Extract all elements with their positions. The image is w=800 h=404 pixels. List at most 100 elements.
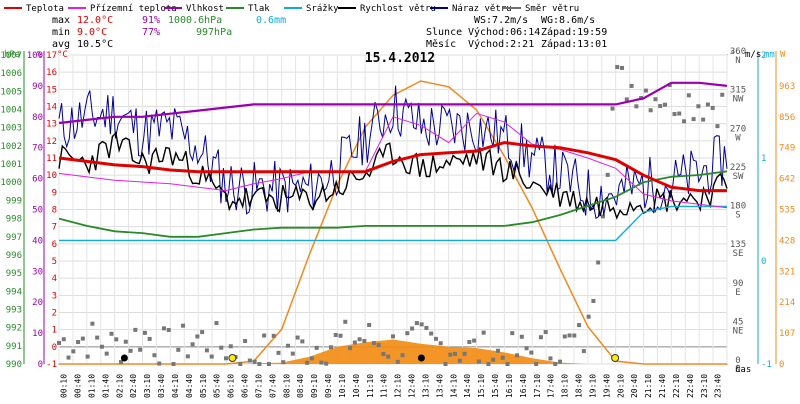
- wind-direction-point: [247, 358, 252, 363]
- wind-direction-point: [195, 334, 200, 339]
- wind-direction-point: [715, 124, 720, 129]
- axis-direction-dir: NW: [733, 95, 744, 105]
- axis-direction-deg: 225: [730, 163, 746, 173]
- axis-x-tick: 12:40: [408, 374, 417, 398]
- axis-x-tick: 11:10: [366, 374, 375, 398]
- axis-direction-dir: NE: [733, 326, 744, 336]
- wind-direction-point: [457, 358, 462, 363]
- axes: hPa9909919929939949959969979989991000100…: [0, 47, 795, 398]
- wind-direction-point: [161, 326, 166, 331]
- wind-direction-point: [491, 357, 496, 362]
- stats-avg-label: avg: [52, 39, 70, 50]
- wind-direction-point: [200, 330, 205, 335]
- wind-direction-point: [410, 326, 415, 331]
- wind-direction-point: [142, 330, 147, 335]
- wind-direction-point: [262, 333, 267, 338]
- wind-direction-point: [543, 330, 548, 335]
- legend-label-rychlost: Rychlost větru: [360, 4, 436, 14]
- wind-direction-point: [252, 359, 257, 364]
- wind-direction-point: [677, 111, 682, 116]
- axis-x-tick: 18:10: [561, 374, 570, 398]
- wind-direction-point: [119, 360, 124, 365]
- axis-direction-dir: N: [735, 365, 740, 375]
- wind-direction-point: [348, 346, 353, 351]
- axis-hpa-tick: 993: [6, 305, 22, 315]
- wind-direction-point: [438, 341, 443, 346]
- series-line-srazky: [59, 205, 727, 242]
- wind-direction-point: [405, 331, 410, 336]
- axis-ms-tick: 1: [761, 154, 766, 164]
- stats-max-temp: 12.0°C: [77, 15, 113, 26]
- axis-hpa-tick: 1002: [0, 142, 22, 152]
- wind-direction-point: [371, 341, 376, 346]
- stats-max-press: 1000.6hPa: [168, 15, 222, 26]
- axis-degc-tick: 3: [52, 291, 57, 301]
- wind-direction-point: [472, 338, 477, 343]
- wind-direction-point: [572, 333, 577, 338]
- axis-w-tick: 321: [779, 267, 795, 277]
- axis-x-tick: 03:10: [143, 374, 152, 398]
- axis-hpa-tick: 996: [6, 251, 22, 261]
- sun-set: Západ:19:59: [541, 26, 607, 38]
- wind-direction-point: [596, 260, 601, 265]
- axis-degc-tick: 11: [46, 154, 57, 164]
- radiation-measured-area: [59, 339, 727, 364]
- axis-x-tick: 21:10: [644, 374, 653, 398]
- sun-rise-marker: [228, 354, 237, 362]
- wind-direction-point: [620, 65, 625, 70]
- wind-direction-point: [204, 348, 209, 353]
- axis-direction-dir: E: [735, 288, 740, 298]
- axis-w-tick: 0: [779, 360, 784, 370]
- wind-direction-point: [290, 351, 295, 356]
- axis-pct-unit: %: [37, 50, 43, 60]
- wind-direction-point: [605, 172, 610, 177]
- axis-x-tick: 14:40: [463, 374, 472, 398]
- series-line-tlak: [58, 170, 728, 238]
- axis-x-tick: 15:40: [491, 374, 500, 398]
- axis-x-tick: 15:10: [477, 374, 486, 398]
- axis-ms-tick: 0: [761, 257, 766, 267]
- axis-w-tick: 749: [779, 144, 795, 154]
- axis-degc-tick: 12: [46, 137, 57, 147]
- wind-direction-point: [529, 350, 534, 355]
- wind-direction-point: [80, 336, 85, 341]
- axis-x-tick: 00:10: [60, 374, 69, 398]
- legend-label-naraz: Náraz větru: [452, 4, 512, 14]
- axis-pct-tick: 80: [32, 113, 43, 123]
- axis-degc-tick: 8: [52, 206, 57, 216]
- axis-x-tick: 02:40: [129, 374, 138, 398]
- wind-direction-point: [558, 359, 562, 364]
- wind-direction-point: [562, 334, 567, 339]
- astro-block: WS:7.2m/s WG:8.6m/s Slunce Východ:06:14 …: [426, 15, 607, 50]
- axis-degc-tick: 9: [52, 188, 57, 198]
- wind-direction-point: [352, 340, 357, 345]
- axis-x-tick: 08:10: [282, 374, 291, 398]
- wind-direction-point: [209, 354, 214, 359]
- stats-max-rain: 0.6mm: [256, 15, 286, 26]
- axis-pct-tick: 0: [38, 360, 43, 370]
- axis-degc-tick: 2: [52, 309, 57, 319]
- axis-x-tick: 17:40: [547, 374, 556, 398]
- axis-x-tick: 04:40: [185, 374, 194, 398]
- sun-rise: Východ:06:14: [468, 26, 540, 38]
- wind-direction-point: [328, 345, 333, 350]
- wind-direction-point: [610, 106, 615, 111]
- axis-x-tick: 00:40: [74, 374, 83, 398]
- axis-degc-tick: 16: [46, 68, 57, 78]
- axis-direction-dir: SE: [733, 249, 744, 259]
- wind-direction-point: [333, 333, 338, 338]
- wind-direction-points: [57, 65, 725, 366]
- axis-ms-tick: -1: [761, 360, 772, 370]
- axis-pct-tick: 20: [32, 298, 43, 308]
- wind-direction-point: [343, 319, 348, 324]
- wind-direction-point: [538, 335, 543, 340]
- legend-label-srazky: Srážky: [306, 4, 339, 14]
- stats-min-label: min: [52, 27, 70, 38]
- wind-direction-point: [624, 97, 629, 102]
- wind-direction-point: [300, 339, 305, 344]
- axis-direction-deg: 45: [733, 317, 744, 327]
- wind-direction-point: [400, 353, 405, 358]
- stats-block: max 12.0°C 91% 1000.6hPa 0.6mm min 9.0°C…: [52, 15, 286, 50]
- stats-min-temp: 9.0°C: [77, 27, 107, 38]
- moon-set-marker: [417, 354, 425, 362]
